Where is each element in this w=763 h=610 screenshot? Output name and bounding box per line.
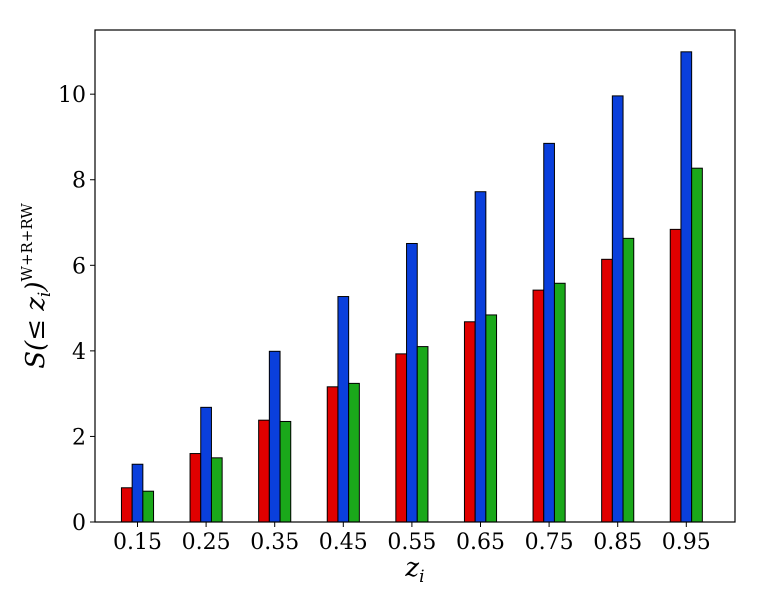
x-tick-label: 0.95 [662,530,711,555]
bar-series1-0.35 [258,419,270,523]
x-tick-label: 0.15 [113,530,162,555]
ticks-group: 0.15 0.25 0.35 0.45 0.55 0.65 0.75 0.85 0.95 0 2 4 6… [58,83,711,555]
x-tick-label: 0.85 [593,530,642,555]
bar-series1-0.15 [120,487,133,523]
bar-series1-0.25 [189,453,202,523]
y-axis-label-sup: W+R+RW [18,203,36,282]
x-axis-label-sub: i [419,567,424,587]
bar-series3-0.25 [210,457,223,523]
x-tick-label: 0.75 [525,530,574,555]
y-axis-label-close: ) [21,281,51,292]
bar-series2-0.25 [200,406,212,523]
x-tick-label: 0.65 [456,530,505,555]
bar-series3-0.85 [622,237,635,523]
bar-series2-0.15 [131,463,144,523]
bar-series2-0.55 [406,242,418,523]
y-tick-label: 4 [72,340,86,365]
y-tick-label: 8 [72,169,86,194]
y-axis-label-sub: i [35,292,55,297]
bar-series2-0.75 [543,142,555,523]
bar-series3-0.65 [485,314,498,523]
bar-series3-0.45 [348,382,360,523]
bar-series1-0.65 [463,321,476,523]
y-tick-label: 10 [58,83,86,108]
bar-series3-0.95 [691,167,703,523]
bar-series1-0.85 [601,258,613,523]
bar-series3-0.75 [553,282,566,523]
bar-series1-0.95 [669,228,682,523]
bar-series1-0.75 [532,289,545,523]
bar-series3-0.35 [279,420,292,523]
bar-series2-0.95 [680,51,693,523]
bar-series2-0.45 [337,296,350,523]
bar-series2-0.35 [268,350,281,523]
bar-series3-0.15 [142,490,155,523]
bar-series2-0.65 [474,191,487,523]
y-tick-label: 2 [72,425,86,450]
plot-frame [94,29,736,523]
bars-group [120,51,703,523]
x-tick-label: 0.55 [387,530,436,555]
y-axis-label-main: S(≤ z [21,297,51,369]
x-axis-label-main: z [404,553,419,583]
bar-series3-0.55 [416,346,429,523]
bar-series1-0.45 [326,386,339,523]
y-tick-label: 6 [72,254,86,279]
bar-series1-0.55 [395,353,408,523]
y-tick-label: 0 [72,511,86,536]
x-tick-label: 0.35 [250,530,299,555]
y-axis-label: S(≤ zi)W+R+RW [18,203,55,369]
bar-series2-0.85 [611,95,624,523]
x-tick-label: 0.25 [182,530,231,555]
x-tick-label: 0.45 [319,530,368,555]
x-axis-label: zi [404,553,424,587]
